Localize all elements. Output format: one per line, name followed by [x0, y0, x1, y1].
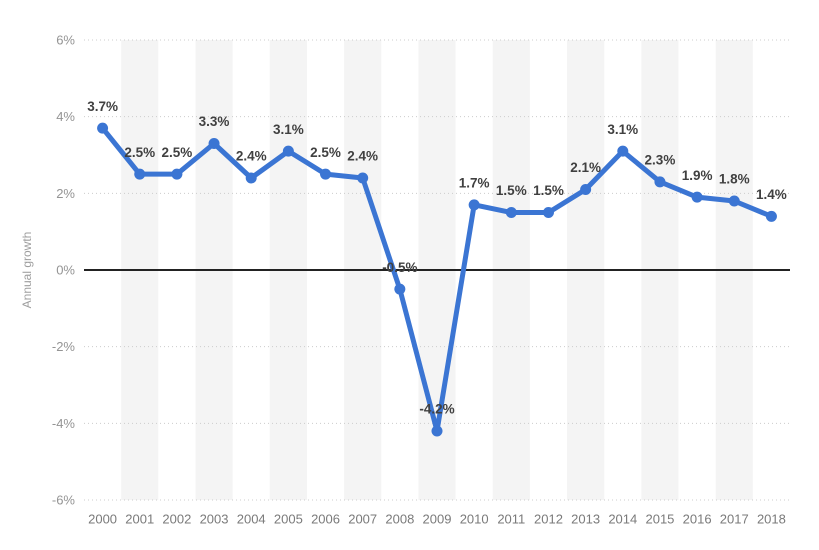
data-label: 3.3%	[199, 114, 230, 129]
data-point-2003[interactable]	[208, 138, 220, 150]
data-point-2007[interactable]	[357, 172, 369, 184]
data-label: 2.5%	[310, 145, 341, 160]
y-axis-title: Annual growth	[20, 232, 34, 309]
data-label: 2.3%	[645, 153, 676, 168]
data-label: 2.4%	[347, 149, 378, 164]
data-point-2006[interactable]	[320, 168, 332, 180]
data-label: 3.1%	[273, 122, 304, 137]
y-tick-label: 6%	[56, 33, 75, 48]
data-label: 1.5%	[496, 183, 527, 198]
data-point-2004[interactable]	[245, 172, 257, 184]
data-point-2015[interactable]	[654, 176, 666, 188]
data-label: 2.5%	[162, 145, 193, 160]
data-point-2010[interactable]	[468, 199, 480, 211]
y-tick-label: 4%	[56, 109, 75, 124]
y-tick-label: 0%	[56, 263, 75, 278]
data-point-2001[interactable]	[134, 168, 146, 180]
data-label: -0.5%	[382, 260, 417, 275]
x-tick-label: 2018	[757, 512, 786, 527]
data-label: 2.5%	[124, 145, 155, 160]
data-point-2008[interactable]	[394, 283, 406, 295]
data-point-2005[interactable]	[282, 145, 294, 157]
data-label: 3.1%	[607, 122, 638, 137]
y-tick-label: -2%	[52, 339, 76, 354]
x-tick-label: 2001	[125, 512, 154, 527]
data-point-2018[interactable]	[765, 210, 777, 222]
y-tick-label: -6%	[52, 493, 76, 508]
data-label: 1.5%	[533, 183, 564, 198]
x-tick-label: 2014	[608, 512, 637, 527]
x-tick-label: 2012	[534, 512, 563, 527]
x-tick-label: 2002	[162, 512, 191, 527]
x-tick-label: 2009	[423, 512, 452, 527]
x-tick-label: 2013	[571, 512, 600, 527]
data-label: 1.7%	[459, 176, 490, 191]
data-point-2016[interactable]	[691, 191, 703, 203]
y-tick-label: 2%	[56, 186, 75, 201]
x-tick-label: 2015	[645, 512, 674, 527]
data-point-2009[interactable]	[431, 425, 443, 437]
x-tick-label: 2004	[237, 512, 266, 527]
data-point-2014[interactable]	[617, 145, 629, 157]
data-point-2013[interactable]	[580, 184, 592, 196]
data-point-2017[interactable]	[728, 195, 740, 207]
x-tick-label: 2005	[274, 512, 303, 527]
x-tick-label: 2008	[385, 512, 414, 527]
x-tick-label: 2017	[720, 512, 749, 527]
x-tick-label: 2003	[200, 512, 229, 527]
data-label: -4.2%	[419, 402, 454, 417]
x-tick-label: 2010	[460, 512, 489, 527]
data-label: 1.8%	[719, 172, 750, 187]
x-tick-label: 2007	[348, 512, 377, 527]
data-point-2002[interactable]	[171, 168, 183, 180]
data-label: 3.7%	[87, 99, 118, 114]
data-label: 2.4%	[236, 149, 267, 164]
data-point-2011[interactable]	[505, 207, 517, 219]
x-tick-label: 2016	[683, 512, 712, 527]
data-point-2012[interactable]	[542, 207, 554, 219]
data-label: 2.1%	[570, 160, 601, 175]
x-tick-label: 2000	[88, 512, 117, 527]
x-tick-label: 2006	[311, 512, 340, 527]
x-tick-label: 2011	[497, 512, 525, 527]
data-point-2000[interactable]	[97, 122, 109, 134]
y-tick-label: -4%	[52, 416, 76, 431]
data-label: 1.9%	[682, 168, 713, 183]
data-label: 1.4%	[756, 187, 787, 202]
